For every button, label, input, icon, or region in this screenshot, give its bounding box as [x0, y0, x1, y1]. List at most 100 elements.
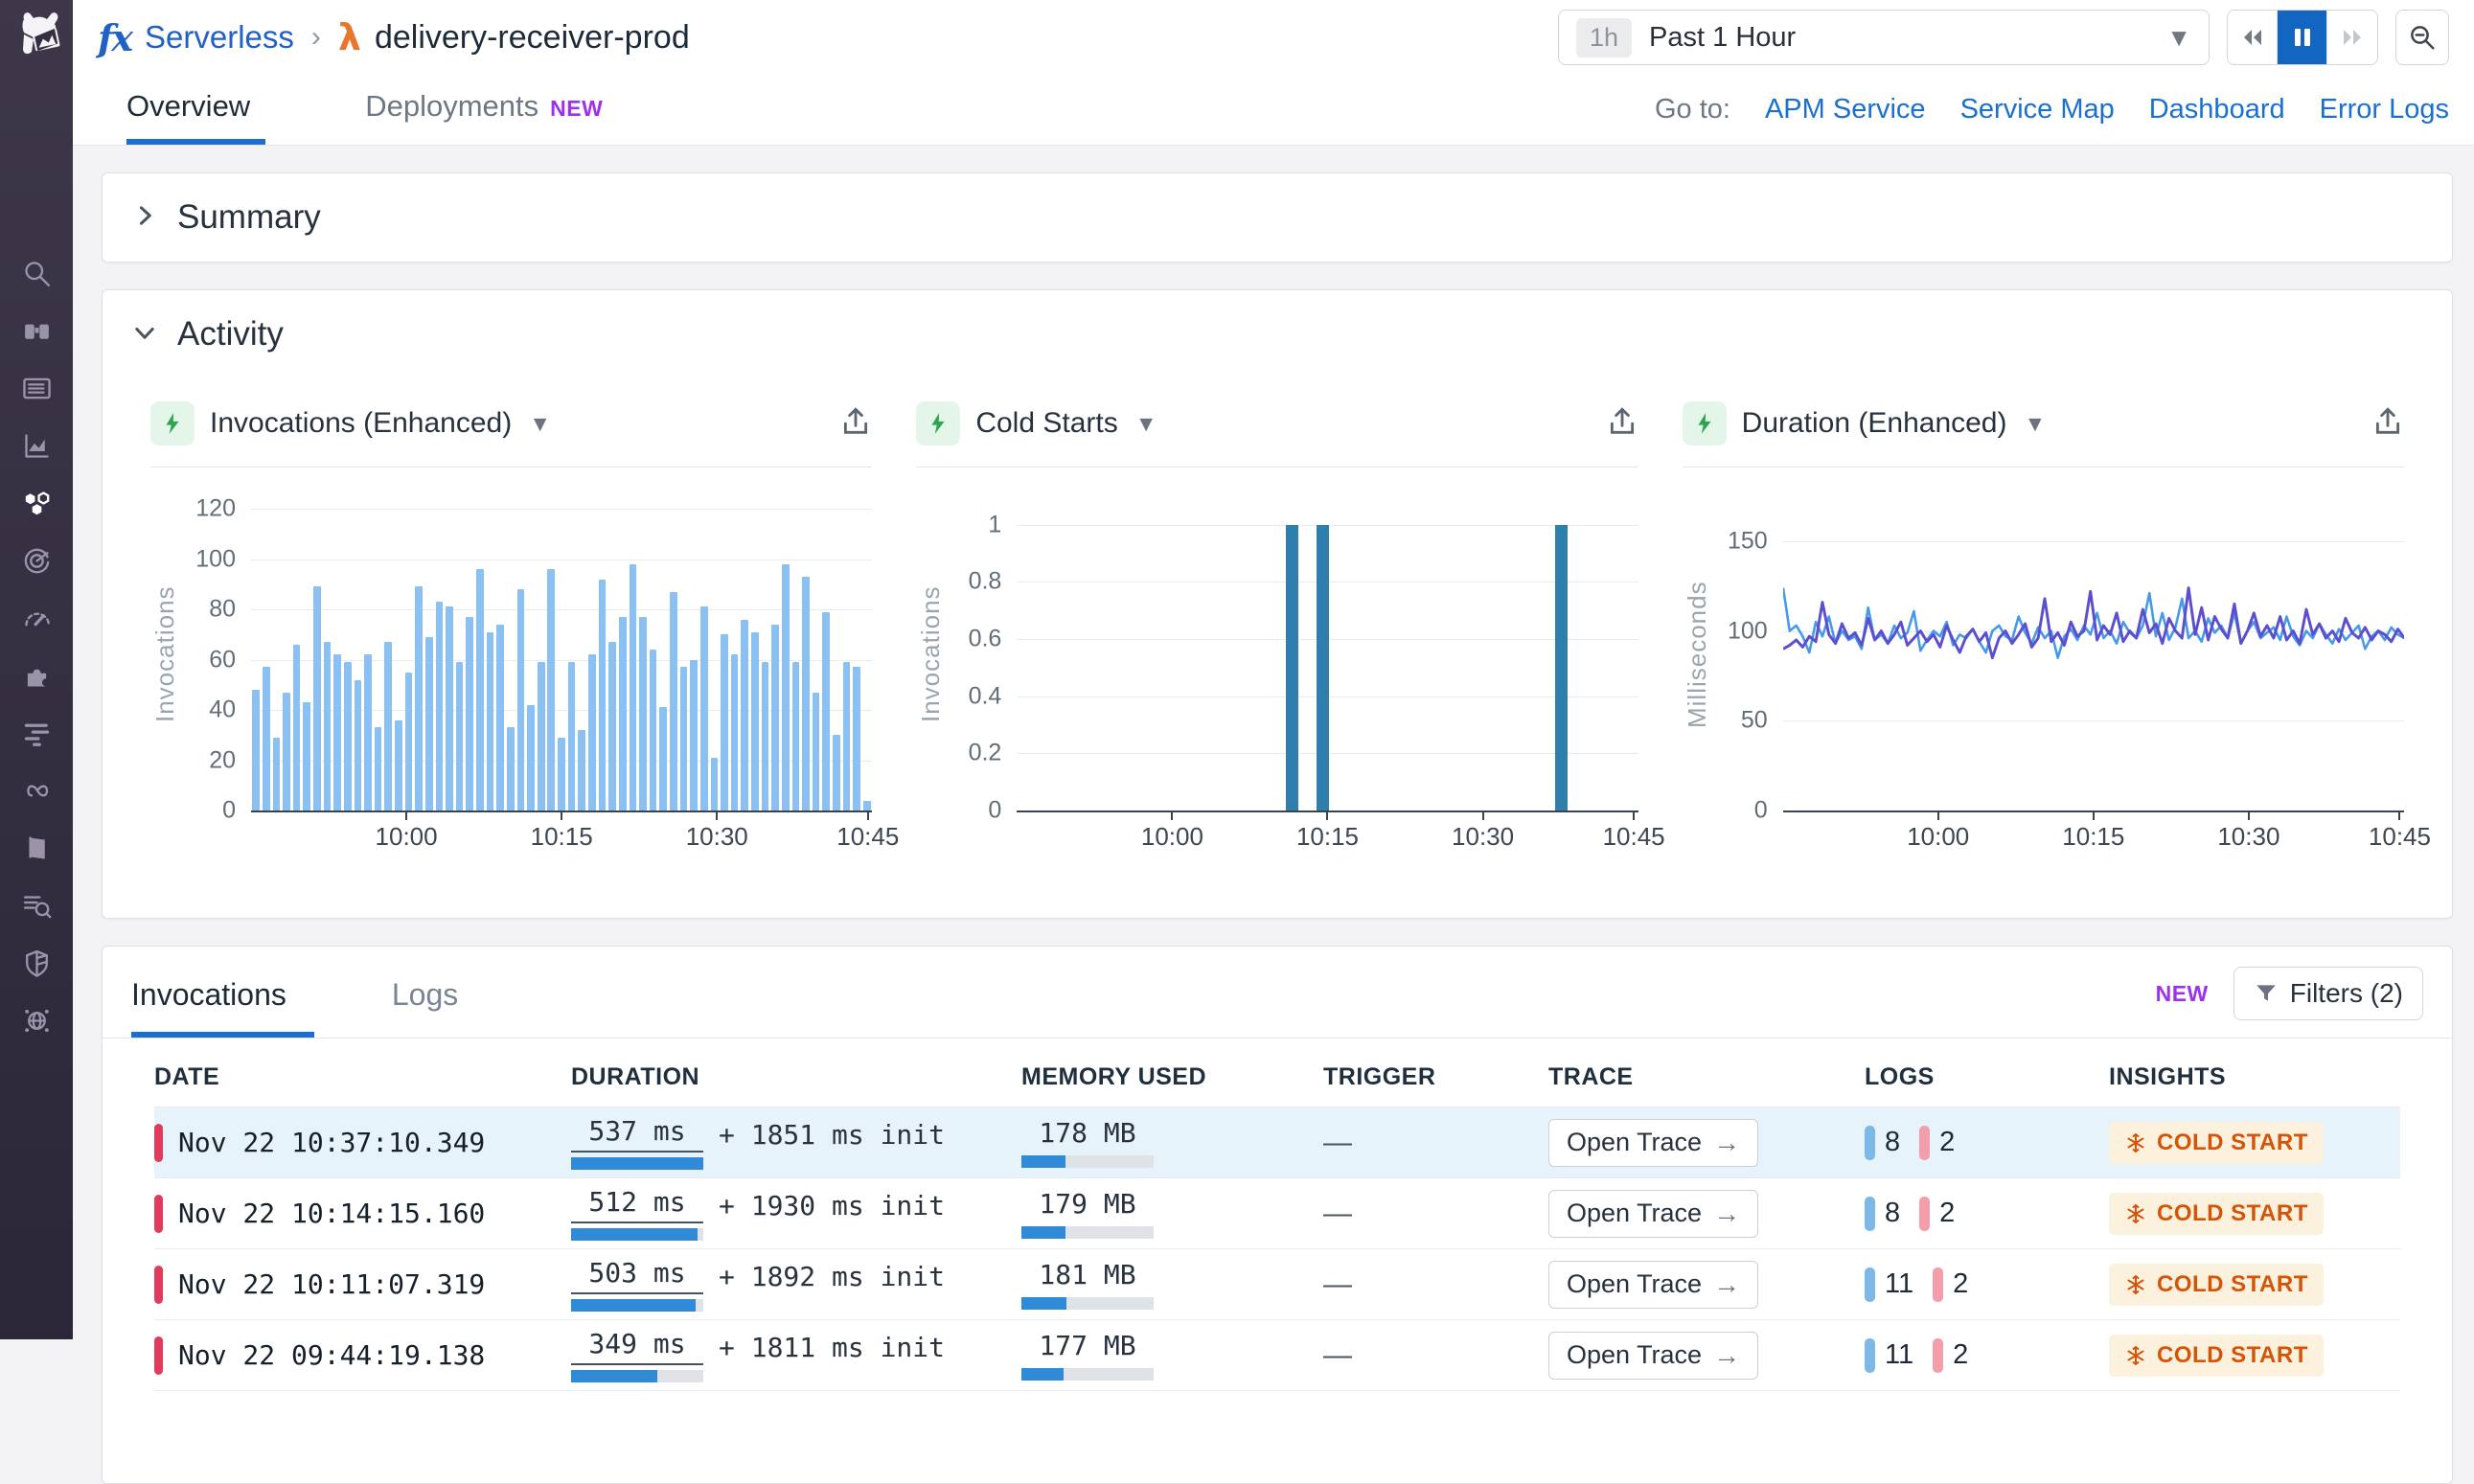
open-trace-button[interactable]: Open Trace →: [1548, 1331, 1759, 1380]
dashboards-icon[interactable]: [20, 372, 54, 405]
chart-title-dropdown[interactable]: Duration (Enhanced): [1741, 407, 2007, 439]
x-tick-label: 10:15: [1295, 822, 1360, 851]
invocation-bar: [598, 579, 607, 810]
chart-title-dropdown[interactable]: Cold Starts: [975, 407, 1118, 439]
filters-button[interactable]: Filters (2): [2233, 967, 2423, 1020]
gridline: [251, 509, 873, 511]
invocation-row[interactable]: Nov 22 09:44:19.138 349 ms + 1811 ms init 1…: [154, 1320, 2400, 1391]
trace-cell: Open Trace →: [1548, 1260, 1865, 1309]
column-header-duration[interactable]: DURATION: [571, 1063, 700, 1090]
log-count[interactable]: 11: [1885, 1339, 1914, 1370]
invocation-bar: [670, 591, 677, 810]
tab-deployments[interactable]: Deployments NEW: [365, 89, 604, 123]
plot-canvas[interactable]: 0 20 40 60 80 100 120: [195, 495, 873, 824]
column-header-date[interactable]: DATE: [154, 1063, 220, 1090]
log-count[interactable]: 2: [1939, 1127, 1956, 1157]
open-trace-label: Open Trace: [1567, 1128, 1703, 1156]
invocation-bar: [822, 611, 831, 810]
export-chart-icon[interactable]: [2371, 405, 2404, 443]
metrics-chart-icon[interactable]: [20, 429, 54, 463]
invocation-row[interactable]: Nov 22 10:11:07.319 503 ms + 1892 ms init 1…: [154, 1249, 2400, 1320]
x-tick-label: 10:00: [375, 822, 438, 851]
log-count[interactable]: 2: [1953, 1268, 1969, 1299]
invocation-row[interactable]: Nov 22 10:14:15.160 512 ms + 1930 ms init 1…: [154, 1178, 2400, 1249]
link-error-logs[interactable]: Error Logs: [2319, 94, 2449, 125]
export-chart-icon[interactable]: [1606, 405, 1638, 443]
integrations-puzzle-icon[interactable]: [20, 659, 54, 693]
column-header-trigger[interactable]: TRIGGER: [1323, 1063, 1436, 1090]
arrow-right-icon: →: [1713, 1127, 1741, 1157]
watchdog-binoculars-icon[interactable]: [20, 314, 54, 348]
zoom-out-button[interactable]: [2395, 10, 2449, 65]
goto-links: Go to: APM Service Service Map Dashboard…: [1655, 94, 2449, 145]
log-explorer-icon[interactable]: [20, 889, 54, 923]
invocation-bar: [384, 642, 393, 810]
datadog-logo[interactable]: [11, 10, 62, 65]
plot-canvas[interactable]: 0 0.2 0.4 0.6 0.8 1: [969, 496, 1638, 824]
link-dashboard[interactable]: Dashboard: [2148, 94, 2285, 125]
invocation-row[interactable]: Nov 22 10:37:10.349 537 ms + 1851 ms init 1…: [154, 1107, 2400, 1178]
monitors-gauge-icon[interactable]: [20, 602, 54, 635]
cold-start-badge[interactable]: COLD START: [2109, 1192, 2324, 1235]
log-count[interactable]: 2: [1953, 1339, 1969, 1370]
plot-canvas[interactable]: 0 50 100 150: [1728, 496, 2404, 824]
memory-cell: 177 MB: [1021, 1330, 1323, 1381]
open-trace-button[interactable]: Open Trace →: [1548, 1118, 1759, 1167]
log-count[interactable]: 8: [1885, 1127, 1901, 1157]
ci-cd-loop-icon[interactable]: [20, 774, 54, 808]
sidebar-nav: [0, 257, 73, 1038]
memory-value: 177 MB: [1039, 1330, 1136, 1361]
severity-indicator: [154, 1336, 163, 1375]
duration-bar-track: [571, 1157, 703, 1170]
breadcrumb-app-link[interactable]: Serverless: [145, 19, 294, 55]
activity-toggle[interactable]: Activity: [103, 290, 2452, 378]
open-trace-button[interactable]: Open Trace →: [1548, 1260, 1759, 1309]
time-backward-button[interactable]: [2228, 11, 2278, 64]
time-forward-button[interactable]: [2327, 11, 2377, 64]
x-tick-label: 10:30: [685, 822, 748, 851]
invocation-bar: [781, 563, 790, 810]
chart-body: Invocations 0 20 40 60 80 100 120 10:00 10:15 10:3…: [150, 495, 899, 864]
security-shield-icon[interactable]: [20, 947, 54, 980]
cold-start-badge[interactable]: COLD START: [2109, 1334, 2324, 1377]
chevron-right-icon: [131, 202, 158, 234]
invocations-card: Invocations Logs NEW Filters (2) DATE DUR…: [102, 946, 2453, 1484]
invocation-bar: [466, 616, 474, 810]
cold-start-badge[interactable]: COLD START: [2109, 1263, 2324, 1306]
network-map-icon[interactable]: [20, 1004, 54, 1038]
invocation-bar: [527, 704, 535, 810]
pipelines-icon[interactable]: [20, 717, 54, 750]
chart-title-dropdown[interactable]: Invocations (Enhanced): [210, 407, 513, 439]
search-icon[interactable]: [20, 257, 54, 290]
activity-title: Activity: [177, 315, 284, 353]
column-header-logs[interactable]: LOGS: [1865, 1063, 1935, 1090]
invocation-bar: [323, 642, 332, 810]
apm-services-icon[interactable]: [20, 487, 54, 520]
column-header-insights[interactable]: INSIGHTS: [2109, 1063, 2227, 1090]
tab-overview[interactable]: Overview: [126, 89, 265, 145]
notebooks-icon[interactable]: [20, 832, 54, 865]
log-count[interactable]: 11: [1885, 1268, 1914, 1299]
tab-logs[interactable]: Logs: [391, 977, 459, 1012]
time-range-picker[interactable]: 1h Past 1 Hour ▼: [1558, 10, 2210, 65]
tab-invocations[interactable]: Invocations: [131, 977, 314, 1038]
trigger-value: —: [1323, 1338, 1352, 1371]
pause-live-button[interactable]: [2278, 11, 2327, 64]
log-count[interactable]: 8: [1885, 1198, 1901, 1228]
cold-start-badge[interactable]: COLD START: [2109, 1121, 2324, 1164]
chevron-down-icon: ▼: [529, 410, 551, 436]
date-cell: Nov 22 09:44:19.138: [154, 1336, 571, 1375]
synthetics-target-icon[interactable]: [20, 544, 54, 578]
link-apm-service[interactable]: APM Service: [1764, 94, 1926, 125]
chart-header: Invocations (Enhanced) ▼: [150, 401, 873, 468]
open-trace-button[interactable]: Open Trace →: [1548, 1189, 1759, 1238]
invocation-bar: [690, 659, 698, 810]
column-header-trace[interactable]: TRACE: [1548, 1063, 1634, 1090]
invocation-bar: [435, 602, 444, 810]
link-service-map[interactable]: Service Map: [1959, 94, 2115, 125]
log-count[interactable]: 2: [1939, 1198, 1956, 1228]
summary-toggle[interactable]: Summary: [103, 173, 2452, 262]
column-header-memory-used[interactable]: MEMORY USED: [1021, 1063, 1207, 1090]
export-chart-icon[interactable]: [839, 405, 872, 443]
